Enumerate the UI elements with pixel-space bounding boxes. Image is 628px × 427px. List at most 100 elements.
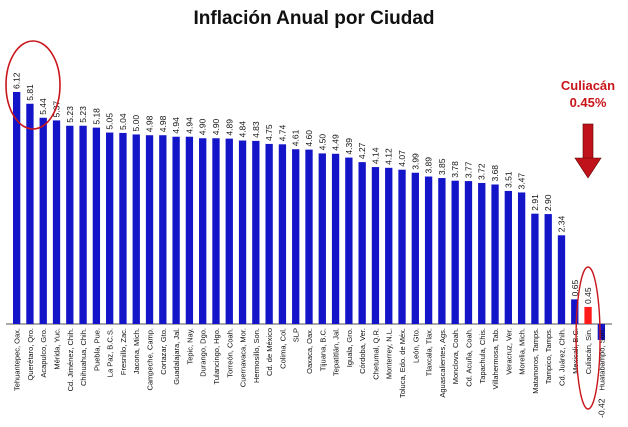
bar bbox=[278, 144, 287, 324]
bar bbox=[66, 125, 74, 325]
bar bbox=[517, 192, 526, 324]
bar bbox=[557, 235, 566, 324]
category-label: Tapachula, Chis. bbox=[478, 328, 487, 383]
bar bbox=[584, 306, 592, 324]
value-label: 4.74 bbox=[277, 124, 287, 141]
category-label: Hermosillo, Son. bbox=[252, 328, 261, 383]
bar bbox=[544, 214, 552, 324]
value-label: 4.98 bbox=[145, 115, 155, 132]
bar bbox=[12, 92, 21, 324]
bar bbox=[26, 103, 34, 324]
value-label: 4.90 bbox=[211, 118, 221, 135]
category-label: Cortazar, Gto. bbox=[159, 328, 168, 375]
value-label: 4.94 bbox=[184, 117, 194, 134]
category-label: Tulancingo, Hgo. bbox=[212, 328, 221, 384]
bar bbox=[252, 140, 260, 324]
value-label: 0.45 bbox=[583, 287, 593, 304]
value-label: 5.23 bbox=[78, 106, 88, 123]
category-label: Tepic, Nay. bbox=[185, 328, 194, 365]
bar bbox=[358, 162, 366, 324]
bar bbox=[597, 324, 606, 340]
highlight-oval-top bbox=[5, 40, 61, 130]
bar bbox=[345, 157, 353, 324]
value-label: 3.78 bbox=[450, 161, 460, 178]
category-label: Tijuana, B.C. bbox=[318, 328, 327, 371]
value-label: 5.81 bbox=[25, 84, 35, 101]
bar bbox=[398, 169, 406, 324]
value-label: -0.42 bbox=[596, 398, 606, 418]
bar bbox=[571, 299, 579, 324]
bar bbox=[411, 172, 419, 324]
bar bbox=[199, 138, 207, 324]
category-label: Monterrey, N.L. bbox=[385, 328, 394, 379]
category-label: SLP bbox=[292, 328, 301, 342]
category-label: Monclova, Coah. bbox=[451, 328, 460, 384]
category-label: Mérida, Yuc. bbox=[53, 328, 62, 370]
value-label: 3.72 bbox=[477, 163, 487, 180]
category-label: Culiacán, Sin. bbox=[584, 328, 593, 374]
bar bbox=[464, 181, 473, 324]
bar bbox=[132, 134, 140, 324]
value-label: 5.23 bbox=[65, 106, 75, 123]
bar bbox=[438, 178, 446, 324]
value-label: 3.85 bbox=[437, 158, 447, 175]
category-label: Aguascalientes, Ags. bbox=[438, 328, 447, 398]
bar bbox=[292, 149, 300, 324]
value-label: 6.12 bbox=[12, 72, 22, 89]
bar bbox=[531, 213, 539, 324]
value-label: 5.04 bbox=[118, 113, 128, 130]
value-label: 4.89 bbox=[224, 119, 234, 136]
value-label: 4.07 bbox=[397, 150, 407, 167]
category-label: Morelia, Mich. bbox=[518, 328, 527, 375]
category-label: Acapulco, Gro. bbox=[39, 328, 48, 378]
bar bbox=[478, 182, 486, 324]
category-label: Fresnillo, Zac. bbox=[119, 328, 128, 375]
value-label: 3.89 bbox=[424, 157, 434, 174]
value-label: 4.50 bbox=[317, 134, 327, 151]
category-label: Jacona, Mich. bbox=[132, 328, 141, 374]
value-label: 3.99 bbox=[410, 153, 420, 170]
bar bbox=[145, 135, 154, 324]
bar bbox=[424, 176, 433, 324]
value-label: 4.98 bbox=[158, 115, 168, 132]
category-label: Querétaro, Qro. bbox=[26, 328, 35, 381]
value-label: 3.47 bbox=[517, 173, 527, 190]
bar bbox=[79, 125, 87, 325]
value-label: 3.68 bbox=[490, 165, 500, 182]
category-label: Colima, Col. bbox=[278, 328, 287, 369]
category-label: León, Gto. bbox=[411, 328, 420, 363]
value-label: 2.91 bbox=[530, 194, 540, 211]
category-label: Chihuahua, Chih. bbox=[79, 328, 88, 386]
category-label: Cd. Jiménez, Chih. bbox=[66, 328, 75, 391]
category-label: Matamoros, Tamps. bbox=[531, 328, 540, 394]
category-label: Oaxaca, Oax. bbox=[305, 328, 314, 374]
highlight-value-label: 0.45% bbox=[569, 95, 607, 110]
category-label: Iguala, Gro. bbox=[345, 328, 354, 367]
value-label: 3.77 bbox=[463, 161, 473, 178]
value-label: 5.00 bbox=[131, 115, 141, 132]
value-label: 2.34 bbox=[556, 215, 566, 232]
value-label: 4.12 bbox=[384, 148, 394, 165]
category-label: Tampico, Tamps. bbox=[544, 328, 553, 384]
category-label: Córdoba, Ver. bbox=[358, 328, 367, 374]
category-label: Veracruz, Ver. bbox=[504, 328, 513, 375]
category-label: La Paz, B.C.S. bbox=[106, 328, 115, 377]
bar bbox=[265, 143, 273, 324]
category-label: Guadalajara, Jal. bbox=[172, 328, 181, 385]
bar bbox=[371, 167, 380, 324]
down-arrow-shaft bbox=[582, 123, 594, 161]
bar bbox=[385, 167, 393, 324]
bar bbox=[305, 149, 313, 324]
category-label: Torreón, Coah. bbox=[225, 328, 234, 378]
category-label: Villahermosa, Tab. bbox=[491, 328, 500, 389]
bar bbox=[491, 184, 499, 324]
value-label: 4.14 bbox=[370, 147, 380, 164]
value-label: 4.61 bbox=[291, 129, 301, 146]
bar bbox=[172, 136, 180, 324]
category-label: Cuernavaca, Mor. bbox=[239, 328, 248, 387]
value-label: 4.49 bbox=[331, 134, 341, 151]
value-label: 4.27 bbox=[357, 142, 367, 159]
bar bbox=[331, 153, 340, 324]
value-label: 5.44 bbox=[38, 98, 48, 115]
